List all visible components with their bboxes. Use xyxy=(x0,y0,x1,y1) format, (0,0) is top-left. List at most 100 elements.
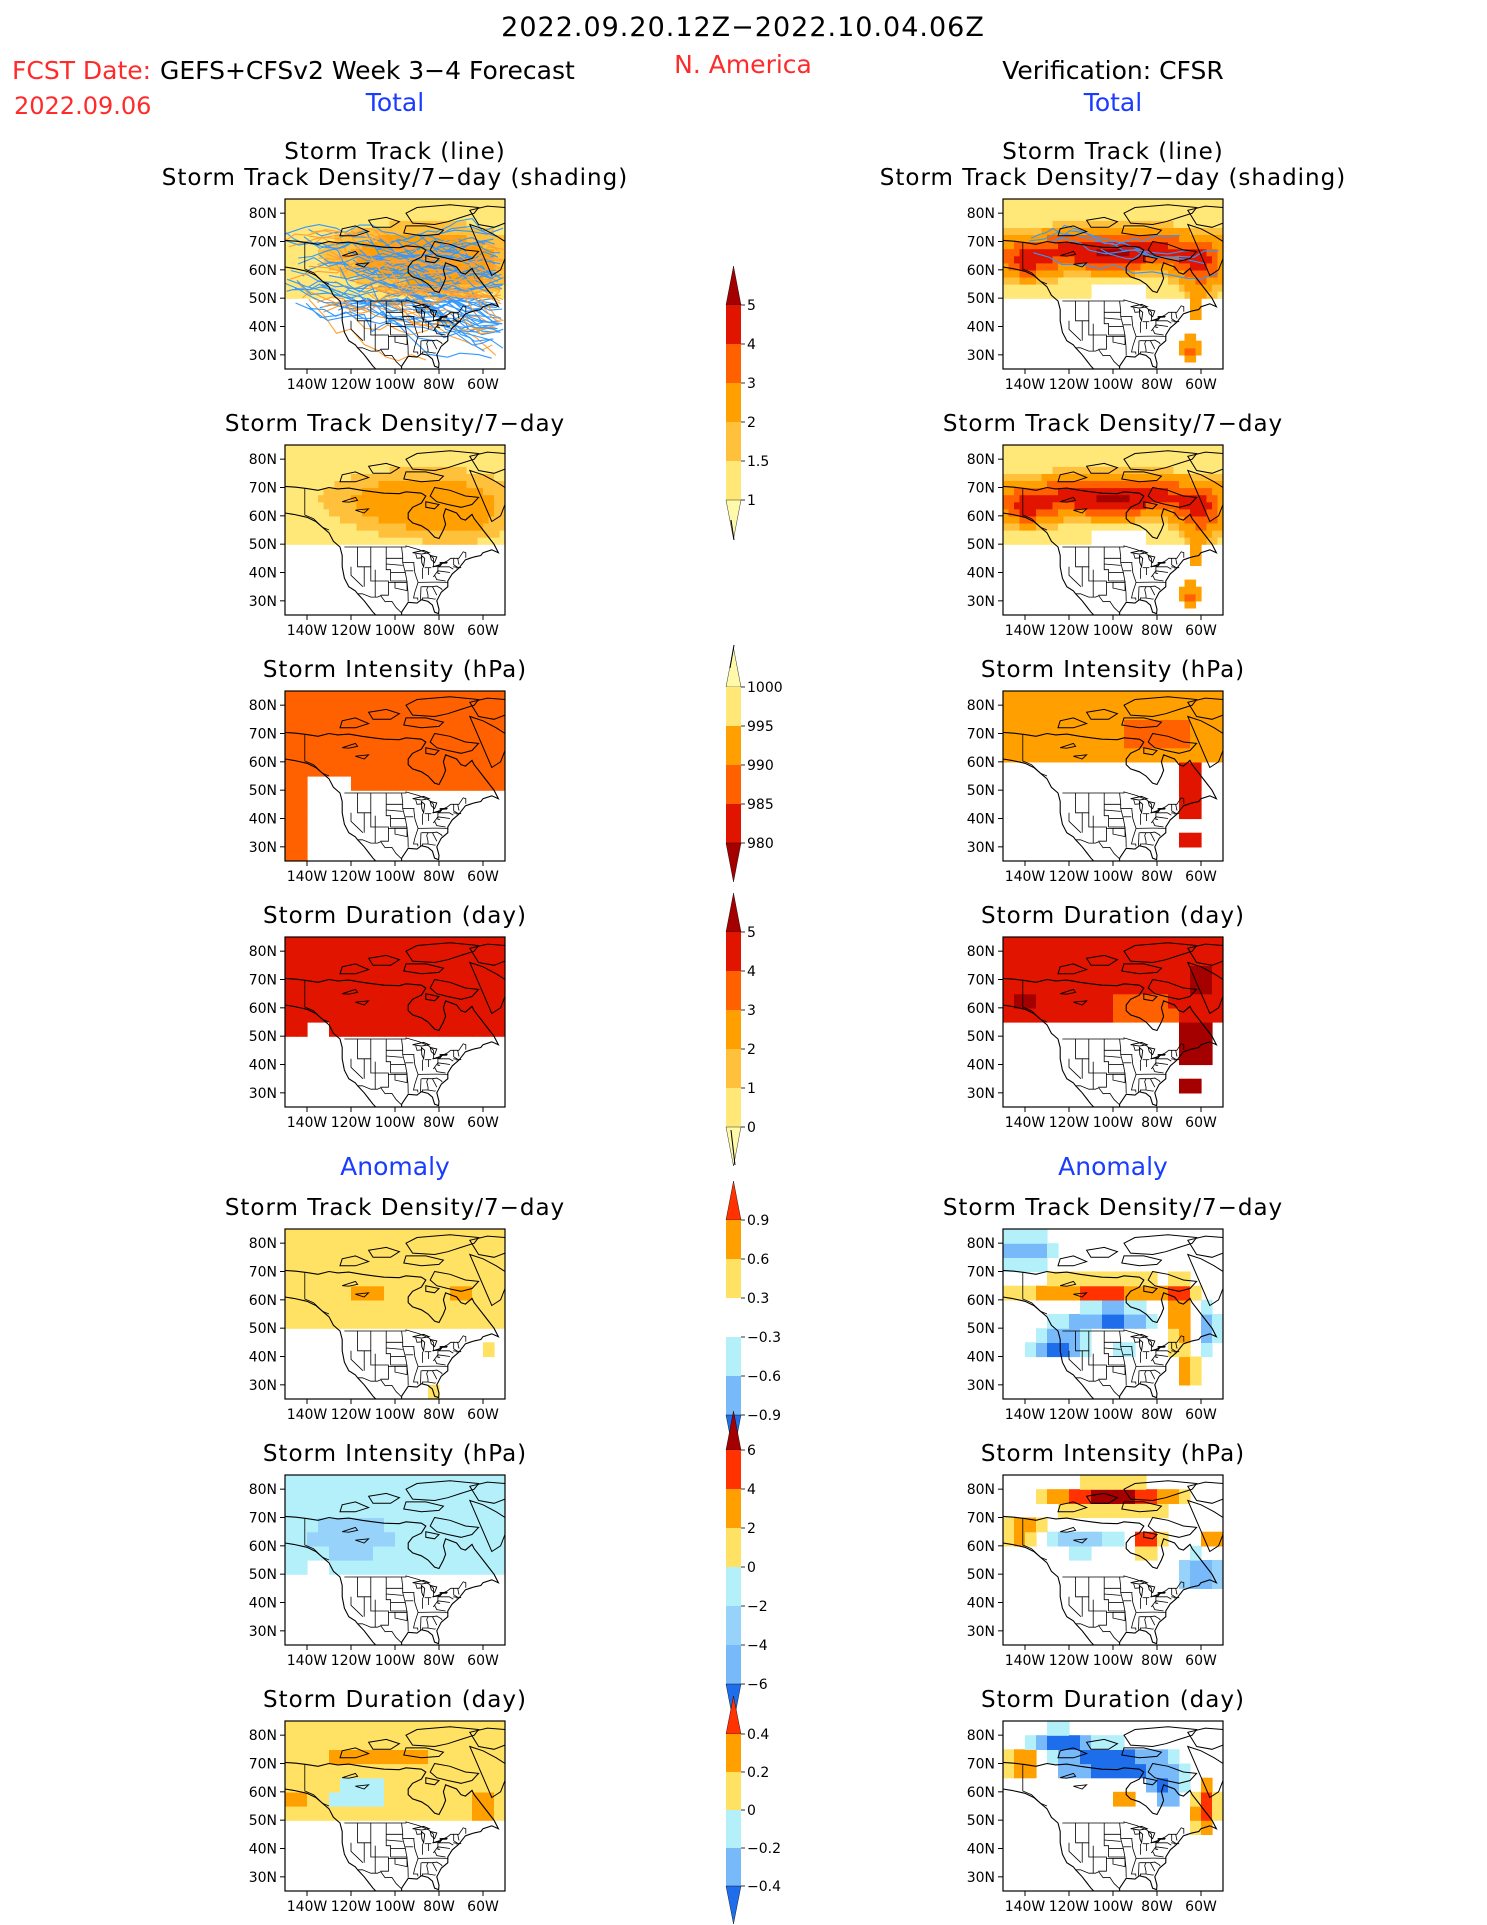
grid-cell xyxy=(1129,515,1136,524)
grid-cell xyxy=(461,1531,473,1547)
grid-cell xyxy=(1069,1531,1081,1547)
state-border xyxy=(1062,791,1185,814)
grid-cell xyxy=(1190,284,1197,292)
grid-cell xyxy=(1184,480,1191,489)
grid-cell xyxy=(1091,1007,1103,1023)
grid-cell xyxy=(1102,1531,1114,1547)
grid-cell xyxy=(1129,213,1136,221)
colorbar-segment xyxy=(726,1010,741,1049)
lon-tick-label: 120W xyxy=(1049,1899,1090,1915)
state-border xyxy=(427,843,436,846)
grid-cell xyxy=(1047,1314,1059,1329)
grid-cell xyxy=(1212,220,1219,228)
grid-cell xyxy=(1179,1342,1191,1358)
grid-cell xyxy=(1129,452,1136,460)
grid-cell xyxy=(1179,593,1186,602)
grid-cell xyxy=(285,515,292,524)
grid-cell xyxy=(483,466,490,474)
grid-cell xyxy=(1179,1285,1191,1301)
grid-cell xyxy=(428,1545,440,1561)
grid-cell xyxy=(417,1560,429,1575)
grid-cell xyxy=(340,1560,352,1575)
state-border xyxy=(1155,324,1169,327)
grid-cell xyxy=(323,508,330,517)
grid-cell xyxy=(345,291,352,299)
grid-cell xyxy=(373,1503,385,1519)
grid-cell xyxy=(1085,445,1092,453)
grid-cell xyxy=(296,515,303,524)
grid-cell xyxy=(285,776,297,791)
grid-cell xyxy=(1091,522,1098,531)
state-border xyxy=(432,832,438,842)
state-border xyxy=(357,1377,402,1397)
grid-cell xyxy=(318,1299,330,1315)
colorbar-duration_anomaly_colorbar: 0.40.20−0.2−0.4 xyxy=(725,1695,781,1925)
grid-cell xyxy=(461,508,468,517)
grid-cell xyxy=(1041,537,1048,545)
grid-cell xyxy=(395,199,402,207)
grid-cell xyxy=(1008,276,1015,285)
grid-cell xyxy=(1080,1299,1092,1315)
lat-tick-label: 40N xyxy=(249,566,277,582)
state-border xyxy=(1022,734,1048,777)
grid-cell xyxy=(1041,269,1048,278)
grid-cell xyxy=(406,937,418,952)
lat-tick-label: 30N xyxy=(249,1624,277,1640)
grid-cell xyxy=(285,487,292,496)
state-border xyxy=(1022,242,1048,285)
state-border xyxy=(1130,808,1137,847)
grid-cell xyxy=(1014,220,1021,228)
grid-cell xyxy=(1069,241,1076,250)
state-border xyxy=(1171,804,1176,815)
grid-cell xyxy=(1113,522,1120,531)
grid-cell xyxy=(439,537,446,545)
grid-cell xyxy=(1157,459,1164,467)
grid-cell xyxy=(1157,1489,1169,1504)
grid-cell xyxy=(472,1285,484,1301)
grid-cell xyxy=(395,206,402,214)
grid-cell xyxy=(1047,979,1059,995)
grid-cell xyxy=(318,1285,330,1301)
grid-cell xyxy=(1030,291,1037,299)
grid-cell xyxy=(356,452,363,460)
grid-cell xyxy=(1173,445,1180,453)
grid-cell xyxy=(1151,213,1158,221)
grid-cell xyxy=(1019,537,1026,545)
storm-track-line xyxy=(382,261,497,281)
grid-cell xyxy=(1118,234,1125,243)
grid-cell xyxy=(1003,1257,1015,1273)
grid-cell xyxy=(1212,1531,1223,1547)
grid-cell xyxy=(1025,1749,1037,1765)
grid-cell xyxy=(1025,248,1032,257)
grid-cell xyxy=(400,206,407,214)
grid-cell xyxy=(1201,206,1208,214)
grid-cell xyxy=(1091,733,1103,749)
grid-cell xyxy=(1074,234,1081,243)
grid-cell xyxy=(1129,487,1136,496)
grid-cell xyxy=(1146,1545,1158,1561)
grid-cell xyxy=(351,1314,363,1329)
state-border xyxy=(453,812,462,815)
grid-cell xyxy=(1008,269,1015,278)
grid-cell xyxy=(345,452,352,460)
grid-cell xyxy=(318,1735,330,1750)
grid-cell xyxy=(1025,537,1032,545)
grid-cell xyxy=(1118,515,1125,524)
grid-cell xyxy=(367,276,374,285)
arctic-island xyxy=(425,1285,441,1294)
grid-cell xyxy=(285,1007,297,1023)
grid-cell xyxy=(1140,213,1147,221)
grid-cell xyxy=(1124,1314,1136,1329)
arctic-island xyxy=(1085,216,1119,228)
grid-cell xyxy=(1201,487,1208,496)
state-border xyxy=(432,816,439,824)
grid-cell xyxy=(1091,1299,1103,1315)
state-border xyxy=(437,812,441,820)
grid-cell xyxy=(400,515,407,524)
lon-tick-label: 140W xyxy=(1005,1115,1046,1131)
colorbar-segment xyxy=(726,1450,741,1489)
grid-cell xyxy=(1074,269,1081,278)
grid-cell xyxy=(411,522,418,531)
grid-cell xyxy=(1063,508,1070,517)
grid-cell xyxy=(1102,227,1109,235)
